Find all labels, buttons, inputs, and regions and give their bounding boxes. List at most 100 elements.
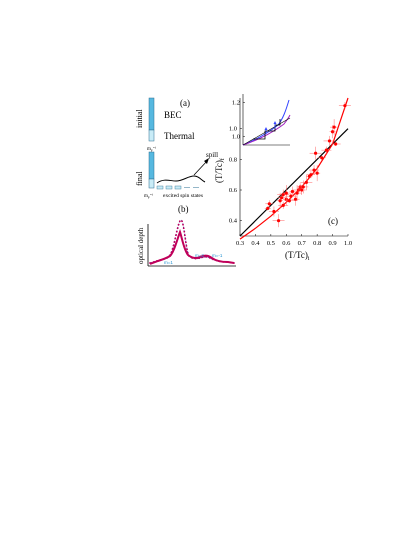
- profile-point: [233, 262, 235, 264]
- panel-c-label: (c): [328, 216, 338, 226]
- excited-state-3: [174, 185, 182, 190]
- profile-point: [205, 255, 208, 258]
- profile-marks: [149, 220, 235, 264]
- profile-point: [222, 260, 225, 263]
- profile-point: [183, 230, 186, 233]
- panel-a: (a) initial BEC Thermal mF=i final spill…: [135, 97, 218, 200]
- profile-point: [215, 259, 218, 262]
- data-point: [314, 151, 318, 155]
- inset-arrowhead-1: [264, 127, 268, 130]
- data-point: [281, 193, 285, 197]
- profile-point: [184, 241, 187, 244]
- data-point: [315, 171, 319, 175]
- thermal-label: Thermal: [164, 131, 195, 141]
- y-tick-label: 0.6: [229, 187, 238, 194]
- m2-label: m=2: [195, 253, 204, 258]
- profile-point: [182, 223, 184, 226]
- inset: 1.0 1.2: [232, 94, 291, 146]
- data-point: [332, 125, 336, 129]
- profile-point: [208, 256, 211, 259]
- inset-arrowhead-2: [273, 121, 277, 124]
- data-point: [300, 188, 304, 192]
- data-point: [327, 139, 332, 143]
- profile-point: [229, 261, 232, 264]
- panel-c: 0.3 0.4 0.5 0.6 0.7 0.8 0.9 1.0 0.4 0.6 0.8 1.0 (T/…: [214, 97, 352, 262]
- main-ticks: 0.3 0.4 0.5 0.6 0.7 0.8 0.9 1.0 0.4 0.6 0.8 1.0: [229, 126, 352, 247]
- final-label: final: [135, 171, 144, 186]
- x-tick-label: 0.6: [282, 240, 291, 247]
- data-point: [312, 168, 316, 172]
- profile-data: [149, 229, 235, 265]
- profile-point: [218, 260, 221, 263]
- profile-point: [162, 258, 165, 261]
- excited-state-1: [156, 185, 164, 190]
- inset-y-tick-label: 1.2: [232, 100, 240, 107]
- data-point: [330, 130, 335, 134]
- data-point: [287, 199, 291, 203]
- potential-curve: [156, 175, 206, 184]
- y-tick-label: 0.4: [229, 218, 238, 225]
- data-point: [290, 189, 295, 194]
- profile-point: [186, 252, 189, 254]
- main-points: [264, 102, 351, 228]
- final-thermal-bar: [148, 178, 155, 189]
- spill-label: spill: [206, 151, 218, 159]
- data-point: [266, 206, 270, 210]
- profile-point: [170, 251, 173, 254]
- profile-point: [175, 230, 178, 233]
- inset-y-tick-label: 1.0: [232, 134, 240, 141]
- profile-point: [181, 220, 183, 223]
- data-point: [295, 191, 299, 195]
- x-tick-label: 1.0: [344, 240, 352, 247]
- data-point: [293, 197, 298, 201]
- profile-point: [149, 262, 151, 264]
- profile-point: [188, 255, 191, 258]
- profile-point: [184, 237, 187, 240]
- y-tick-label: 0.8: [229, 156, 237, 163]
- x-tick-label: 0.4: [251, 240, 260, 247]
- x-tick-label: 0.8: [313, 240, 321, 247]
- profile-point: [182, 227, 185, 230]
- inset-ticks: 1.0 1.2: [232, 100, 245, 141]
- data-point: [278, 199, 282, 203]
- profile-point: [168, 254, 171, 257]
- data-point: [309, 173, 313, 177]
- data-point: [334, 142, 338, 146]
- profile-point: [177, 223, 180, 226]
- profile-point: [173, 241, 176, 243]
- profile-point: [226, 261, 228, 264]
- profile-point: [194, 257, 197, 260]
- x-tick-label: 0.5: [267, 240, 275, 247]
- excited-label: excited spin states: [163, 193, 203, 199]
- profile-point: [186, 248, 188, 251]
- inset-purple-curve: [242, 114, 291, 146]
- main-x-axis-title: (T/Tc)i: [285, 250, 310, 262]
- mf-top-label: mF=i: [147, 146, 156, 153]
- panel-b: (b) optical depth m=1 m=2 m=-1: [137, 204, 236, 267]
- profile-point: [152, 261, 155, 263]
- x-tick-label: 0.7: [298, 240, 307, 247]
- excited-state-2: [165, 185, 173, 190]
- data-point: [320, 156, 324, 160]
- x-tick-label: 0.3: [236, 240, 244, 247]
- data-point: [343, 104, 347, 108]
- m1-label: m=1: [164, 260, 173, 265]
- theory-curve: [239, 97, 349, 240]
- optical-depth-label: optical depth: [137, 227, 145, 264]
- data-point: [304, 180, 308, 184]
- profile-point: [178, 220, 181, 223]
- spill-arrowhead: [204, 158, 209, 164]
- m3-label: m=-1: [212, 253, 223, 258]
- initial-label: initial: [135, 109, 144, 128]
- profile-point: [174, 237, 177, 240]
- profile-point: [159, 259, 162, 261]
- data-point: [280, 196, 284, 200]
- profile-point: [175, 234, 177, 236]
- data-point: [284, 191, 288, 195]
- panel-a-label: (a): [180, 98, 190, 108]
- inset-diagonal: [242, 117, 291, 146]
- profile-point: [155, 260, 158, 262]
- profile-point: [198, 257, 201, 260]
- data-point: [281, 203, 285, 207]
